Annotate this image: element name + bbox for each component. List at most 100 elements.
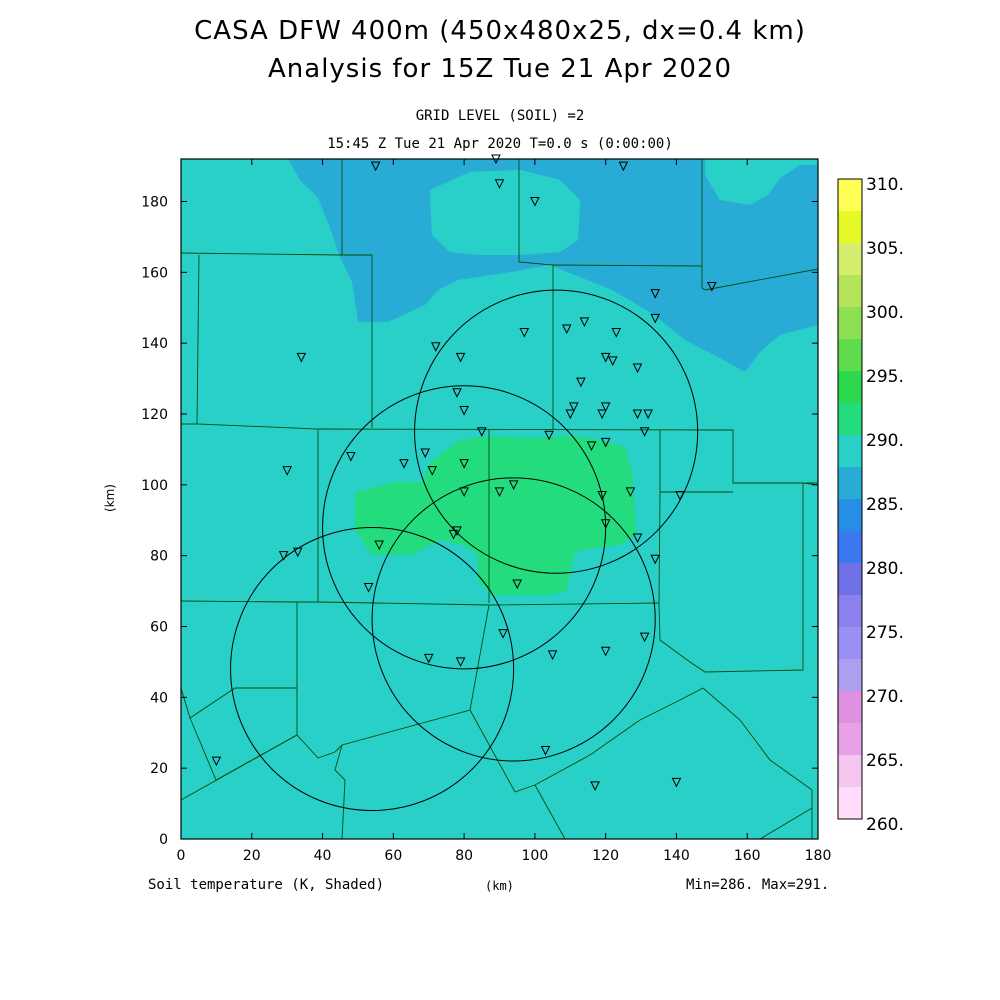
station-marker [498,629,508,639]
plot-frame [180,158,819,840]
station-marker [363,583,374,593]
shade-290-inner-b [705,159,818,205]
station-marker [530,197,540,207]
station-marker [586,441,597,451]
station-marker [476,427,487,437]
observation-stations [211,154,717,791]
station-marker [399,459,409,469]
colorbar-bin [838,723,862,756]
station-marker [547,650,558,660]
x-tick-label: 20 [243,848,261,864]
station-marker [282,466,292,476]
station-marker [671,777,682,788]
radar-ring [230,526,515,812]
station-marker [611,328,622,338]
y-tick-label: 160 [141,265,168,281]
colorbar-bin [838,659,862,692]
colorbar-bin [838,531,862,564]
station-marker [579,317,590,328]
y-tick-label: 20 [150,761,168,777]
station-marker [707,282,717,292]
station-marker [576,377,586,388]
colorbar-bin [838,595,862,628]
colorbar-label: 275. [866,623,904,643]
y-tick-label: 180 [141,195,168,211]
colorbar-bin [838,371,862,404]
station-marker [370,161,381,172]
chart-subtitle: Analysis for 15Z Tue 21 Apr 2020 [268,54,732,84]
x-tick-label: 60 [384,848,402,864]
colorbar-bin [838,563,862,596]
station-marker [632,409,643,420]
station-marker [675,490,685,501]
colorbar-bin [838,691,862,724]
colorbar-bin [838,403,862,436]
station-marker [455,352,466,363]
y-tick-label: 80 [150,549,168,565]
colorbar-bin [838,435,862,468]
colorbar-label: 295. [866,367,904,387]
colorbar-bin [838,499,862,532]
station-marker [639,427,650,437]
station-marker [643,409,653,420]
station-marker [650,554,661,565]
station-marker [508,480,519,490]
y-tick-label: 0 [159,832,168,848]
x-tick-label: 160 [734,848,761,864]
colorbar-bin [838,755,862,788]
x-tick-label: 180 [805,848,832,864]
colorbar-frame [837,178,863,820]
station-marker [597,409,607,420]
x-tick-label: 140 [663,848,690,864]
y-axis-label: (km) [103,484,117,512]
station-marker [459,459,469,469]
station-marker [618,161,629,172]
plot-area [181,159,818,839]
grid-level-label: GRID LEVEL (SOIL) =2 [415,108,585,124]
station-marker [600,646,611,657]
station-marker [455,657,466,668]
station-marker [427,466,438,476]
x-tick-label: 100 [522,848,549,864]
y-tick-label: 120 [141,407,168,423]
station-marker [590,781,600,791]
chart-title: CASA DFW 400m (450x480x25, dx=0.4 km) [194,16,806,46]
colorbar-label: 290. [866,431,904,451]
station-marker [494,179,505,189]
station-marker [278,551,289,561]
colorbar-bin [838,627,862,660]
shade-295-region [355,435,636,595]
y-tick-label: 60 [150,620,168,636]
x-tick-label: 80 [455,848,473,864]
station-marker [423,653,434,664]
colorbar-bin [838,787,862,820]
station-marker [639,632,650,643]
station-marker [625,487,636,498]
station-marker [650,289,661,299]
y-tick-label: 140 [141,336,168,352]
colorbar-bin [838,243,862,276]
station-marker [600,352,611,363]
colorbar-label: 280. [866,559,904,579]
station-marker [512,579,523,590]
station-marker [540,745,551,756]
colorbar-bin [838,467,862,500]
colorbar-label: 300. [866,303,904,323]
station-marker [459,487,469,498]
y-tick-label: 100 [141,478,168,494]
station-marker [632,533,643,544]
y-tick-label: 40 [150,690,168,706]
minmax-label: Min=286. Max=291. [686,877,830,893]
colorbar-bin [838,211,862,244]
colorbar-label: 260. [866,815,904,835]
colorbar-bin [838,275,862,308]
colorbar: 310. 305. 300. 295. 290. 285. 280. 275. 270. 265.… [837,175,904,835]
station-marker [346,452,356,462]
station-marker [452,388,462,398]
shade-285-patch-east [720,165,818,242]
station-marker [569,402,579,413]
station-marker [296,352,307,363]
station-marker [600,519,611,529]
variable-label: Soil temperature (K, Shaded) [148,877,385,893]
